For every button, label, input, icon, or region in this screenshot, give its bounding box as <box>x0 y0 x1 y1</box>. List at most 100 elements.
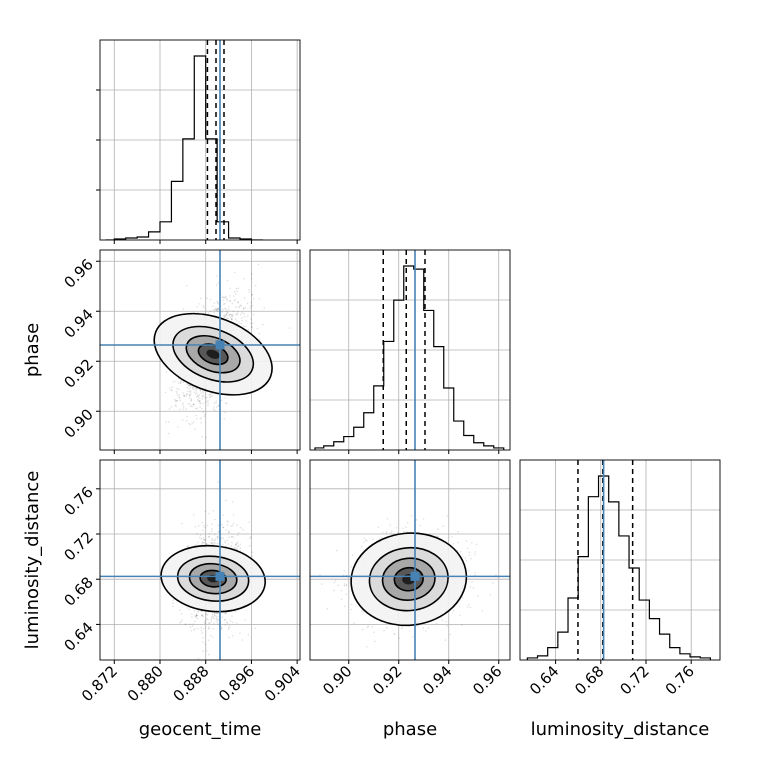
density-geocent-time-luminosity-distance-sample <box>208 653 210 656</box>
hist-geocent-time-frame <box>99 39 301 241</box>
density-geocent-time-phase-sample <box>234 318 237 320</box>
density-geocent-time-luminosity-distance-sample <box>197 610 199 612</box>
density-geocent-time-phase-sample <box>226 298 228 301</box>
density-geocent-time-luminosity-distance-sample <box>210 530 213 533</box>
density-geocent-time-phase-ytick-label-2: 0.94 <box>60 305 96 341</box>
density-geocent-time-luminosity-distance-sample <box>217 612 220 615</box>
density-geocent-time-luminosity-distance-sample <box>186 546 188 548</box>
density-geocent-time-luminosity-distance-xtick-label-2: 0.888 <box>169 662 212 705</box>
density-geocent-time-luminosity-distance-sample <box>193 629 195 631</box>
density-geocent-time-phase-sample <box>250 305 252 307</box>
density-geocent-time-phase-sample <box>211 393 214 395</box>
density-geocent-time-luminosity-distance-sample <box>203 621 206 624</box>
density-geocent-time-luminosity-distance-sample <box>214 518 216 521</box>
density-geocent-time-phase-sample <box>215 308 217 311</box>
density-geocent-time-phase-sample <box>202 305 204 307</box>
density-geocent-time-phase-sample <box>199 399 201 402</box>
density-geocent-time-luminosity-distance-xtick-label-0: 0.872 <box>78 662 121 705</box>
density-geocent-time-phase-sample <box>174 400 177 402</box>
density-geocent-time-phase-sample <box>233 290 236 293</box>
density-geocent-time-luminosity-distance-sample <box>244 619 246 621</box>
density-geocent-time-phase-sample <box>164 391 167 394</box>
density-geocent-time-luminosity-distance-sample <box>181 522 183 525</box>
density-geocent-time-phase-sample <box>193 391 196 394</box>
density-geocent-time-phase-sample <box>211 305 214 308</box>
density-geocent-time-luminosity-distance-sample <box>232 621 234 624</box>
density-geocent-time-phase-sample <box>210 392 213 395</box>
density-phase-luminosity-distance-sample <box>377 526 380 529</box>
density-geocent-time-phase-sample <box>177 426 179 428</box>
density-geocent-time-phase-sample <box>197 400 200 402</box>
density-geocent-time-luminosity-distance-sample <box>208 536 211 538</box>
density-geocent-time-luminosity-distance-sample <box>208 626 210 628</box>
density-geocent-time-phase-sample <box>195 396 198 398</box>
density-geocent-time-phase-sample <box>230 317 233 320</box>
density-geocent-time-luminosity-distance-sample <box>236 541 239 544</box>
density-geocent-time-phase-sample <box>217 404 220 407</box>
density-geocent-time-phase-sample <box>235 306 237 308</box>
density-phase-luminosity-distance-sample <box>353 622 355 624</box>
density-geocent-time-phase-sample <box>217 282 220 285</box>
density-geocent-time-phase-sample <box>182 308 185 310</box>
density-geocent-time-phase-sample <box>251 278 253 280</box>
density-geocent-time-phase-sample <box>225 313 228 316</box>
density-phase-luminosity-distance-sample <box>391 530 393 533</box>
density-geocent-time-phase-sample <box>185 408 187 410</box>
density-phase-luminosity-distance-sample <box>474 571 476 574</box>
density-geocent-time-luminosity-distance-sample <box>206 617 208 620</box>
density-geocent-time-luminosity-distance-sample <box>239 547 242 549</box>
density-geocent-time-luminosity-distance-sample <box>213 612 216 615</box>
density-geocent-time-luminosity-distance-sample <box>211 537 213 540</box>
density-geocent-time-phase-sample <box>205 401 208 403</box>
density-geocent-time-luminosity-distance-sample <box>226 622 229 624</box>
density-geocent-time-luminosity-distance-sample <box>214 542 216 544</box>
density-geocent-time-phase-sample <box>216 308 219 310</box>
density-geocent-time-phase-sample <box>249 307 251 310</box>
density-geocent-time-luminosity-distance-sample <box>227 520 229 522</box>
density-geocent-time-phase-sample <box>246 302 249 305</box>
density-geocent-time-luminosity-distance-sample <box>228 531 230 534</box>
density-phase-luminosity-distance-sample <box>321 583 323 585</box>
density-geocent-time-phase-sample <box>175 400 177 403</box>
density-geocent-time-phase-sample <box>242 307 245 310</box>
density-geocent-time-phase-sample <box>252 313 255 316</box>
density-geocent-time-luminosity-distance-sample <box>230 536 233 538</box>
density-geocent-time-phase-sample <box>195 392 198 394</box>
density-geocent-time-phase-sample <box>235 287 238 290</box>
density-geocent-time-phase-sample <box>238 321 241 323</box>
density-geocent-time-phase-sample <box>170 389 173 391</box>
density-geocent-time-phase-sample <box>176 387 178 390</box>
density-geocent-time-luminosity-distance-sample <box>224 619 226 621</box>
density-geocent-time-phase-sample <box>288 327 291 329</box>
density-phase-luminosity-distance-sample <box>344 605 346 608</box>
density-geocent-time-phase-sample <box>236 320 238 322</box>
density-geocent-time-luminosity-distance-sample <box>214 539 216 542</box>
density-geocent-time-phase-sample <box>179 380 182 382</box>
density-geocent-time-luminosity-distance-sample <box>249 536 252 538</box>
density-geocent-time-luminosity-distance-ytick-label-2: 0.72 <box>60 528 96 564</box>
density-geocent-time-phase-sample <box>250 322 252 325</box>
density-phase-luminosity-distance-sample <box>466 606 469 608</box>
density-geocent-time-luminosity-distance-sample <box>225 529 227 531</box>
density-phase-luminosity-distance-sample <box>435 622 438 625</box>
density-geocent-time-luminosity-distance-sample <box>237 532 240 534</box>
density-geocent-time-luminosity-distance-sample <box>216 618 218 621</box>
density-geocent-time-luminosity-distance-sample <box>249 545 251 547</box>
density-geocent-time-luminosity-distance-sample <box>239 543 241 545</box>
density-geocent-time-luminosity-distance-sample <box>208 535 210 538</box>
density-geocent-time-luminosity-distance-sample <box>202 537 204 539</box>
density-geocent-time-phase-sample <box>213 409 216 412</box>
density-phase-luminosity-distance-sample <box>425 630 427 632</box>
density-phase-luminosity-distance-sample <box>362 611 364 613</box>
density-geocent-time-phase-sample <box>171 386 173 389</box>
density-phase-luminosity-distance-sample <box>458 605 461 608</box>
density-geocent-time-luminosity-distance-frame <box>99 459 301 661</box>
density-phase-luminosity-distance-sample <box>402 527 404 530</box>
density-geocent-time-luminosity-distance-sample <box>224 545 227 547</box>
density-phase-luminosity-distance-sample <box>453 610 455 612</box>
density-geocent-time-luminosity-distance-sample <box>232 536 235 538</box>
density-geocent-time-luminosity-distance-sample <box>231 541 233 544</box>
density-geocent-time-phase-ytick-label-0: 0.90 <box>60 405 96 441</box>
axis-labels: geocent_time phase luminosity_distance p… <box>22 323 709 740</box>
density-geocent-time-phase-sample <box>197 395 199 398</box>
